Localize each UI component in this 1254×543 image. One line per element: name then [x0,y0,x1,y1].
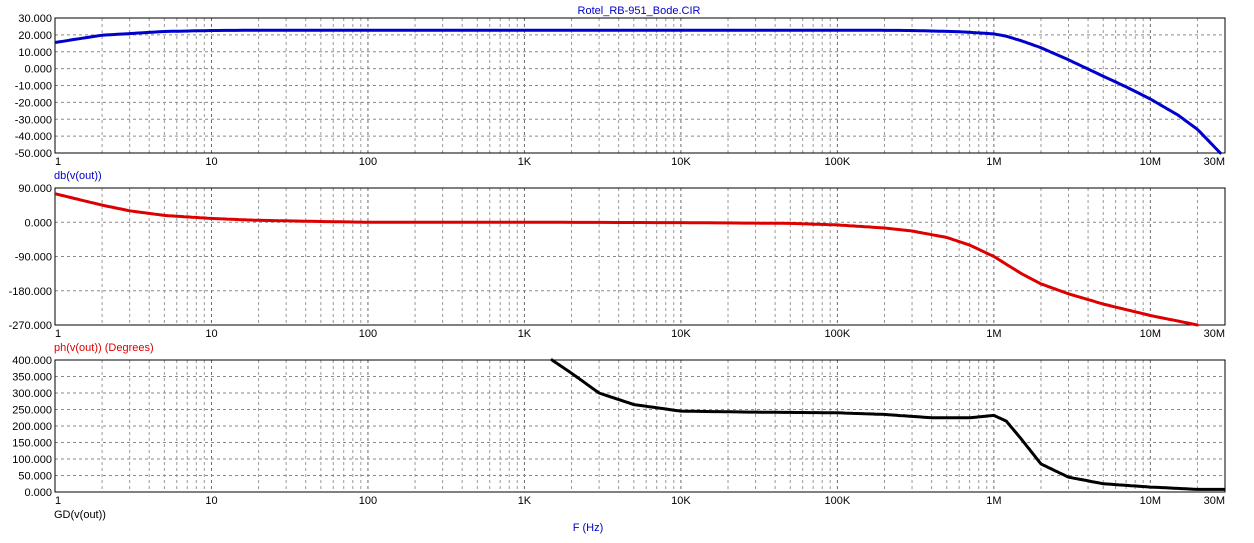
plot-frame [54,17,1226,154]
grid [55,360,1225,492]
y-tick-label: -40.000 [15,131,52,143]
series-line-3-1 [550,358,1225,491]
y-tick-label: -90.000 [15,252,52,264]
y-tick-label: 150.000 [12,438,52,450]
x-tick-label: 1K [518,328,532,340]
y-tick-label: -10.000 [15,81,52,93]
x-tick-label: 10M [1140,328,1161,340]
grid [55,188,1225,325]
y-tick-label: 20.000 [18,30,52,42]
y-tick-label: 0.000 [24,487,52,499]
x-tick-label: 10 [205,495,217,507]
x-tick-label: 10M [1140,495,1161,507]
y-tick-label: 30.000 [18,13,52,25]
plot-panel-1: 30.000 20.000 10.000 0.000 -10.000 -20.000 -30… [15,13,1226,182]
x-tick-label: 100 [359,495,377,507]
x-tick-label: 1M [986,156,1001,168]
x-tick-label: 100 [359,156,377,168]
x-tick-label: 1M [986,495,1001,507]
series-line-1-1 [55,28,1222,155]
x-tick-label: 1 [55,156,61,168]
y-tick-label: 300.000 [12,388,52,400]
y-tick-label: 0.000 [24,64,52,76]
y-tick-label: 50.000 [18,471,52,483]
x-tick-label: 10 [205,328,217,340]
y-tick-label: -50.000 [15,148,52,160]
plot-frame [54,187,1226,326]
y-tick-label: 400.000 [12,355,52,367]
grid [55,18,1225,153]
trace-label: db(v(out)) [54,170,102,182]
series-line-2-1 [55,192,1199,327]
x-tick-label: 30M [1204,495,1225,507]
y-tick-label: 100.000 [12,454,52,466]
x-tick-label: 10K [671,495,691,507]
x-tick-label: 1 [55,328,61,340]
y-tick-label: 0.000 [24,217,52,229]
y-tick-label: 90.000 [18,183,52,195]
x-tick-label: 100K [825,156,851,168]
x-axis-label: F (Hz) [573,522,604,534]
x-tick-label: 10K [671,328,691,340]
x-tick-label: 100K [825,495,851,507]
x-tick-label: 10K [671,156,691,168]
x-tick-label: 10 [205,156,217,168]
x-tick-label: 1 [55,495,61,507]
y-tick-label: 350.000 [12,372,52,384]
y-tick-label: 200.000 [12,421,52,433]
y-tick-label: -180.000 [9,286,52,298]
x-tick-label: 10M [1140,156,1161,168]
plot-panel-3: 400.000 350.000 300.000 250.000 200.000 150.0… [12,355,1226,521]
x-tick-label: 30M [1204,328,1225,340]
x-tick-label: 100K [825,328,851,340]
x-tick-label: 1K [518,156,532,168]
y-tick-label: 10.000 [18,47,52,59]
x-tick-label: 100 [359,328,377,340]
x-tick-label: 30M [1204,156,1225,168]
chart-panels: 30.00020.00010.0000.000-10.000-20.000-30… [9,13,1226,521]
y-tick-label: 250.000 [12,405,52,417]
x-tick-label: 1K [518,495,532,507]
trace-label: GD(v(out)) [54,509,106,521]
y-tick-label: -270.000 [9,320,52,332]
chart-title: Rotel_RB-951_Bode.CIR [578,5,701,17]
trace-label: ph(v(out)) (Degrees) [54,342,154,354]
x-tick-label: 1M [986,328,1001,340]
plot-frame [54,359,1226,493]
y-tick-label: -20.000 [15,97,52,109]
y-tick-label: -30.000 [15,114,52,126]
